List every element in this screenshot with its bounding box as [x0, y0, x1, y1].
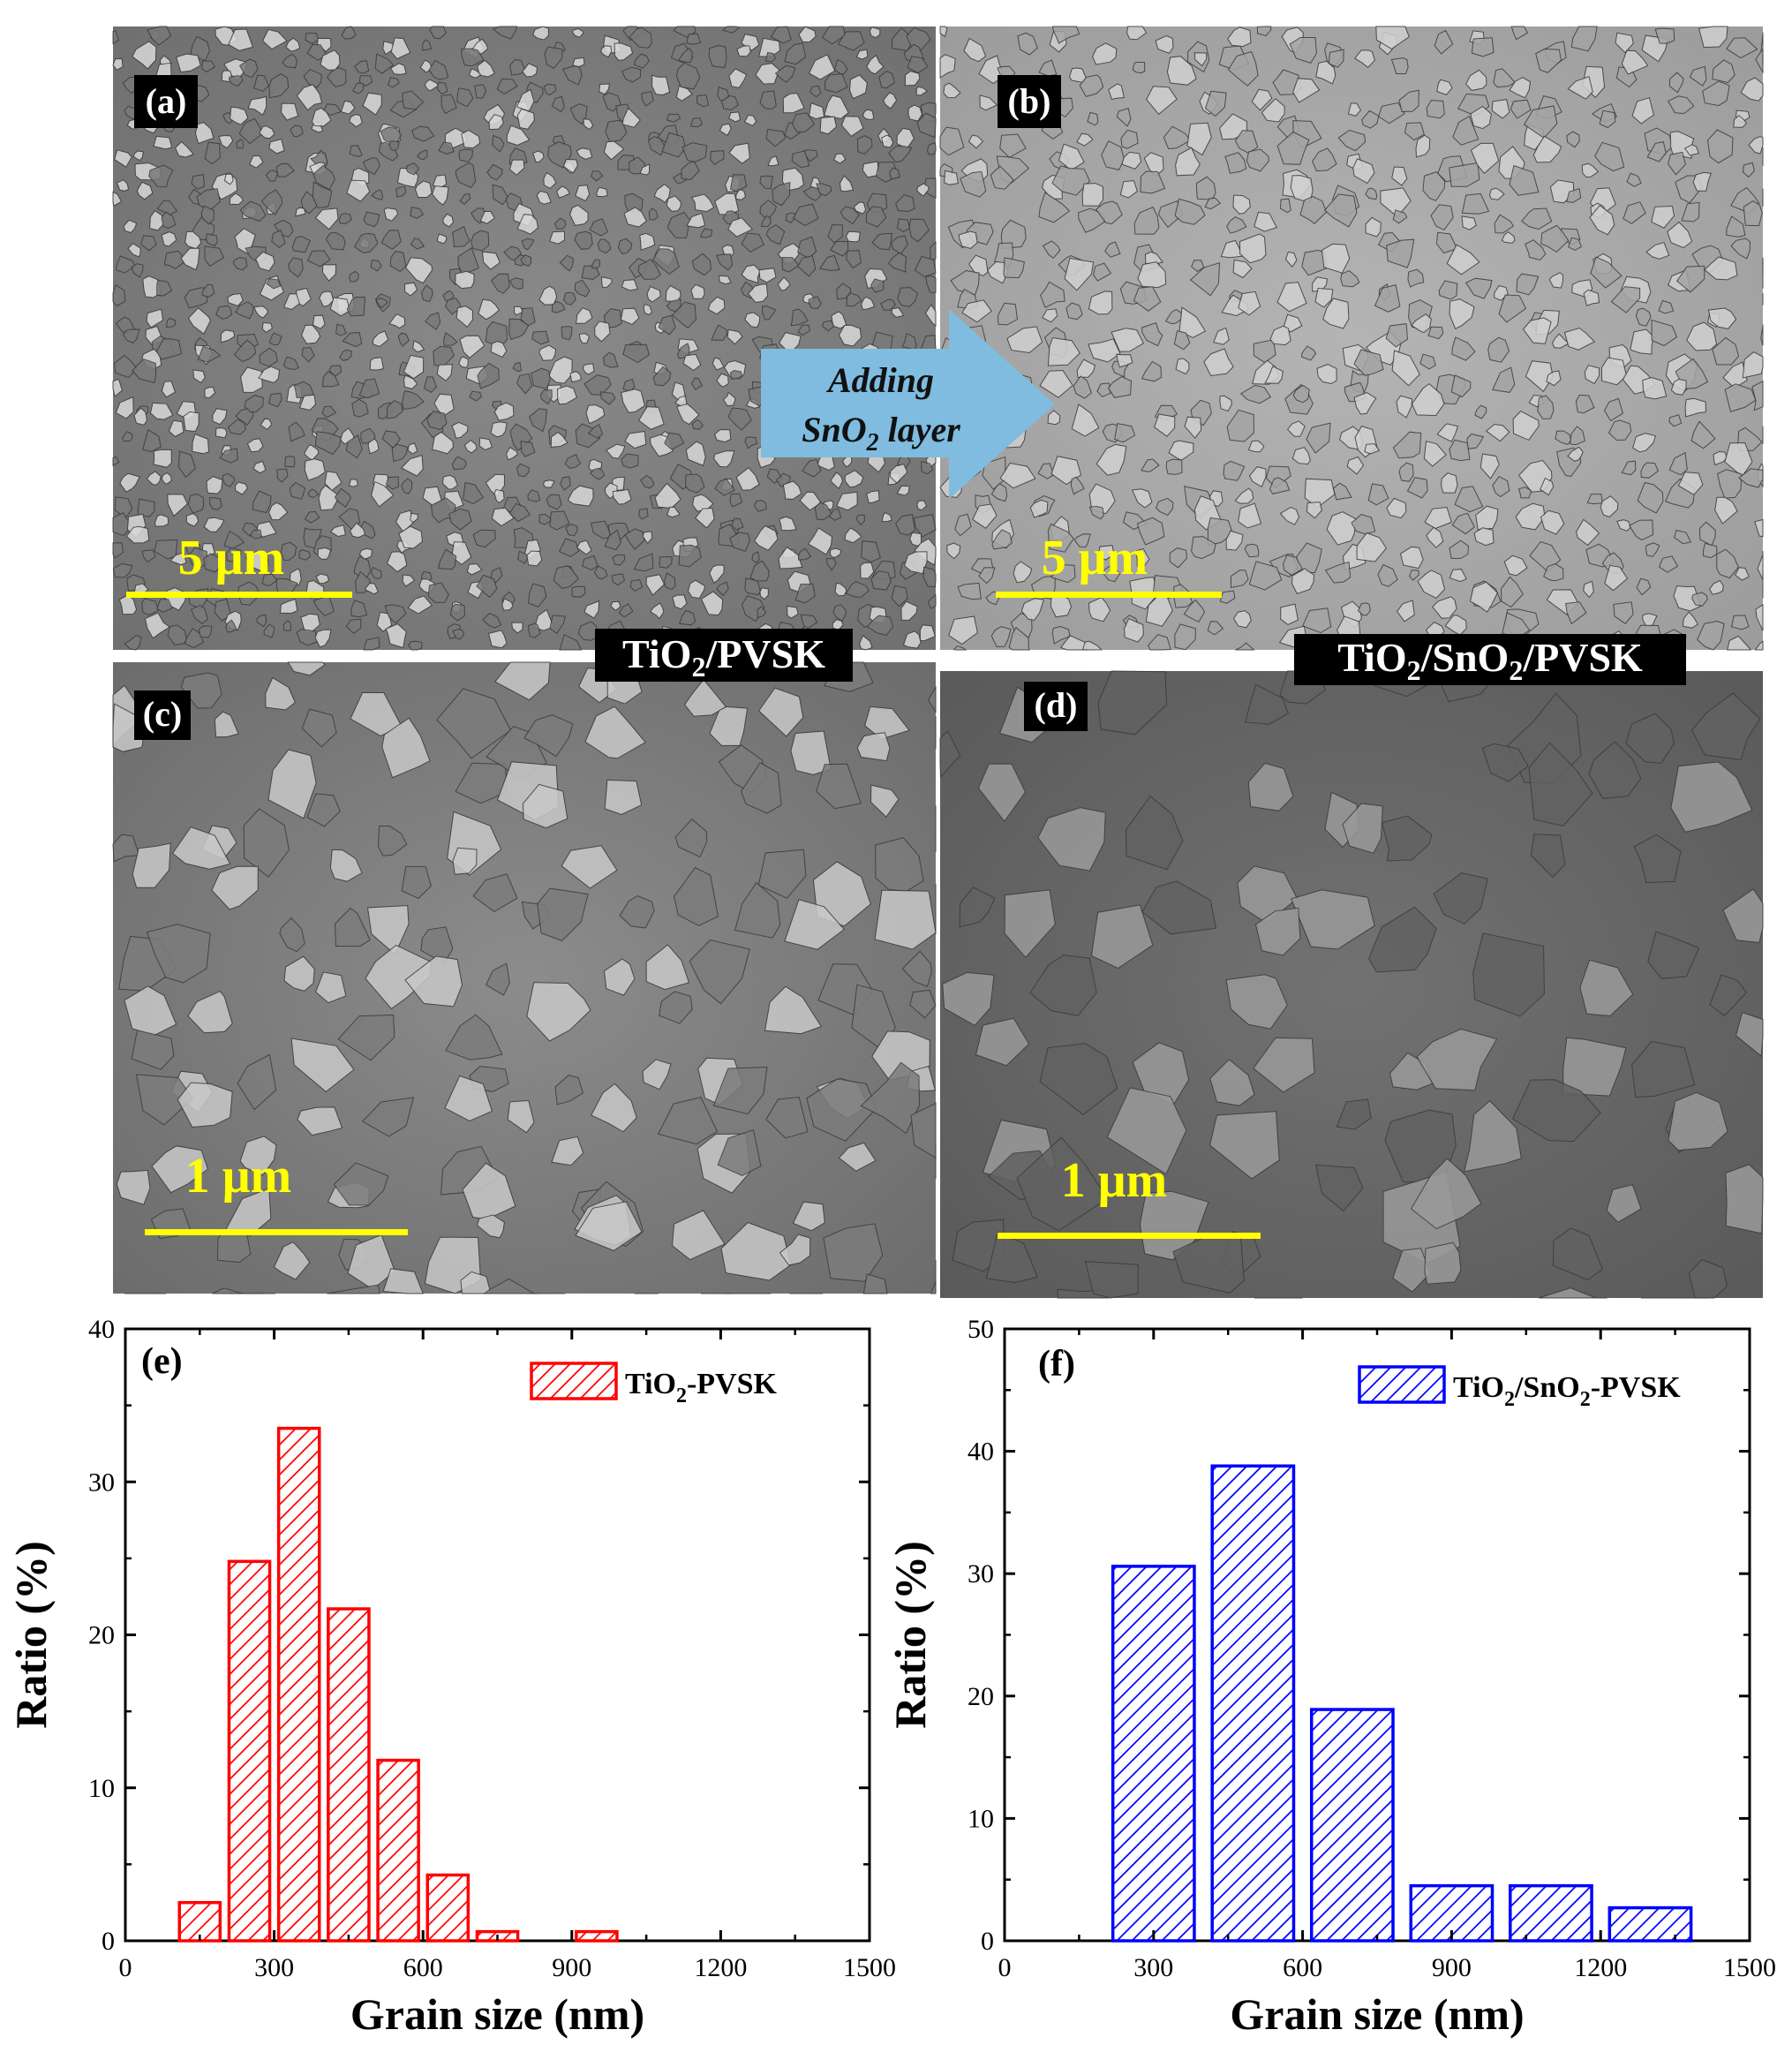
bar: [327, 1607, 371, 1943]
x-tick-label: 600: [403, 1953, 443, 1982]
legend-label: TiO2-PVSK: [625, 1368, 778, 1407]
bar: [1509, 1883, 1593, 1943]
y-tick-label: 30: [88, 1468, 115, 1497]
bar: [575, 1929, 619, 1943]
bar: [1309, 1708, 1395, 1943]
bar: [177, 1900, 222, 1943]
scale-bar-a-label: 5 μm: [178, 531, 284, 585]
sample-label-left: TiO2/PVSK: [595, 629, 853, 683]
panel-label-d-text: (d): [1035, 685, 1078, 725]
x-tick-label: 1500: [843, 1953, 896, 1982]
bar: [1409, 1883, 1495, 1943]
x-tick-label: 1200: [694, 1953, 747, 1982]
bar: [1210, 1464, 1296, 1943]
arrow-text-line2: SnO2 layer: [802, 410, 960, 457]
x-tick-label: 1200: [1574, 1953, 1627, 1982]
scale-bar-c: 1 μm: [145, 1149, 408, 1235]
x-tick-label: 0: [119, 1953, 132, 1982]
y-axis-label: Ratio (%): [885, 1541, 935, 1728]
bar: [227, 1559, 272, 1943]
grain-texture: [939, 26, 1764, 651]
sample-label-right: TiO2/SnO2/PVSK: [1294, 634, 1686, 686]
y-tick-label: 10: [968, 1804, 994, 1833]
legend-swatch: [1358, 1365, 1446, 1404]
x-tick-label: 900: [1432, 1953, 1472, 1982]
y-tick-label: 20: [88, 1621, 115, 1650]
scale-bar-a: 5 μm: [126, 531, 352, 598]
x-tick-label: 300: [1133, 1953, 1173, 1982]
scale-bar-c-label: 1 μm: [185, 1149, 291, 1204]
x-tick-label: 900: [552, 1953, 591, 1982]
x-tick-label: 300: [254, 1953, 294, 1982]
y-tick-label: 30: [968, 1559, 994, 1588]
x-tick-label: 1500: [1723, 1953, 1776, 1982]
panel-label-a-text: (a): [146, 81, 187, 121]
scale-bar-d-label: 1 μm: [1061, 1153, 1167, 1208]
arrow-text-line1: Adding: [825, 360, 934, 400]
grain-texture: [939, 670, 1764, 1299]
panel-label-b: (b): [998, 75, 1061, 128]
scale-bar-b: 5 μm: [996, 531, 1222, 598]
panel-label-d: (d): [1024, 682, 1088, 731]
legend-label: TiO2/SnO2-PVSK: [1453, 1371, 1681, 1411]
bar: [425, 1873, 471, 1943]
panel-label: (e): [141, 1341, 183, 1382]
y-tick-label: 0: [981, 1927, 994, 1956]
x-tick-label: 600: [1283, 1953, 1322, 1982]
bar: [1111, 1565, 1196, 1943]
sem-image-c: [112, 661, 937, 1294]
scale-bar-b-label: 5 μm: [1042, 531, 1148, 585]
y-tick-label: 40: [88, 1315, 115, 1344]
y-tick-label: 50: [968, 1315, 994, 1344]
legend-swatch: [530, 1362, 618, 1400]
chart-f: 0 300 600 900 1200 1500 0 10 20 30 40 50 Grain size …: [885, 1315, 1776, 2039]
y-tick-label: 0: [102, 1927, 115, 1956]
sample-label-right-text: TiO2/SnO2/PVSK: [1337, 635, 1643, 686]
panel-label-c: (c): [134, 690, 191, 740]
panel-label-a: (a): [134, 75, 198, 128]
x-tick-label: 0: [998, 1953, 1012, 1982]
x-axis-label: Grain size (nm): [350, 1989, 644, 2039]
y-tick-label: 20: [968, 1682, 994, 1711]
panel-label: (f): [1038, 1344, 1075, 1385]
bar: [276, 1426, 321, 1943]
y-tick-label: 40: [968, 1437, 994, 1467]
sample-label-left-text: TiO2/PVSK: [622, 631, 825, 683]
panel-label-b-text: (b): [1008, 81, 1051, 121]
sem-image-b: [939, 26, 1764, 651]
chart-e: 0 300 600 900 1200 1500 0 10 20 30 40 Grain size (n…: [6, 1315, 896, 2039]
sem-image-d: [939, 670, 1764, 1299]
arrow-icon: Adding SnO2 layer: [761, 309, 1055, 499]
y-axis-label: Ratio (%): [6, 1541, 56, 1728]
panel-label-c-text: (c): [143, 694, 182, 734]
x-axis-label: Grain size (nm): [1230, 1989, 1524, 2039]
bar: [1608, 1905, 1693, 1943]
scale-bar-d: 1 μm: [998, 1153, 1261, 1239]
y-tick-label: 10: [88, 1774, 115, 1803]
bar: [376, 1758, 420, 1943]
